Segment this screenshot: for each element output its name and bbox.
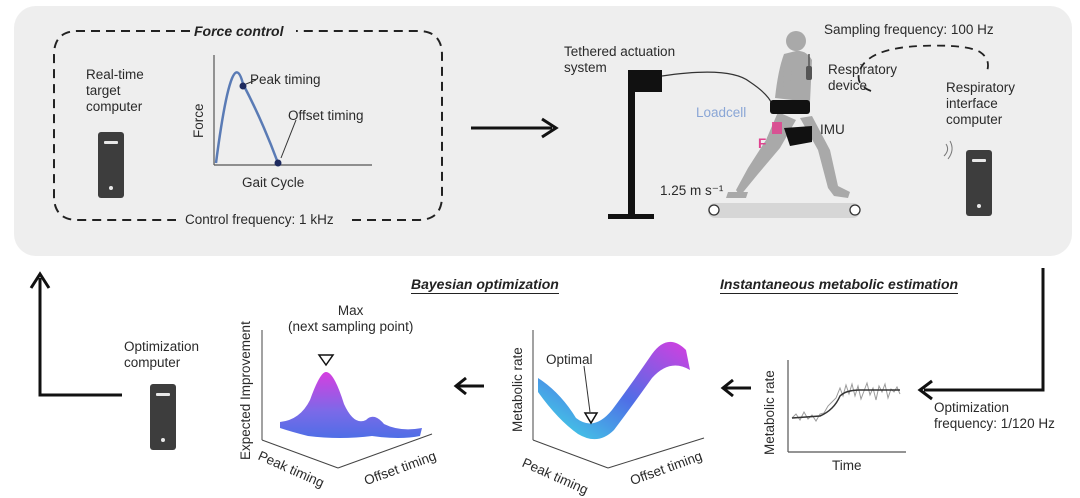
expected-improvement-axis-label: Expected Improvement [238,321,253,460]
metabolic-estimation-title: Instantaneous metabolic estimation [720,276,959,294]
optimization-computer-icon [150,384,176,450]
loadcell-label: Loadcell [696,105,747,120]
gait-cycle-label: Gait Cycle [242,175,305,190]
peak-timing-label: Peak timing [250,72,321,87]
force-control-title: Force control [194,23,284,39]
offset-timing-label: Offset timing [288,108,364,123]
force-symbol-label: F [758,136,767,151]
optimization-computer-label: Optimization computer [124,339,200,370]
interface-computer-label: Respiratory interface computer [946,80,1016,127]
optimal-label: Optimal [546,352,593,367]
sampling-frequency-label: Sampling frequency: 100 Hz [824,22,994,37]
imu-label: IMU [820,122,845,137]
realtime-computer-icon [98,132,124,198]
optimization-frequency-label: Optimization frequency: 1/120 Hz [934,400,1055,431]
time-axis-label: Time [832,458,862,473]
speed-label: 1.25 m s⁻¹ [660,183,724,198]
bayesian-optimization-title: Bayesian optimization [411,276,559,294]
tethered-system-label: Tethered actuation system [564,44,676,75]
top-panel [14,6,1072,256]
respiratory-device-label: Respiratory device [828,62,898,93]
realtime-computer-label: Real-time target computer [86,67,144,114]
control-frequency-label: Control frequency: 1 kHz [185,212,334,227]
max-next-sampling-label: Max (next sampling point) [288,303,414,334]
interface-computer-icon [966,150,992,216]
